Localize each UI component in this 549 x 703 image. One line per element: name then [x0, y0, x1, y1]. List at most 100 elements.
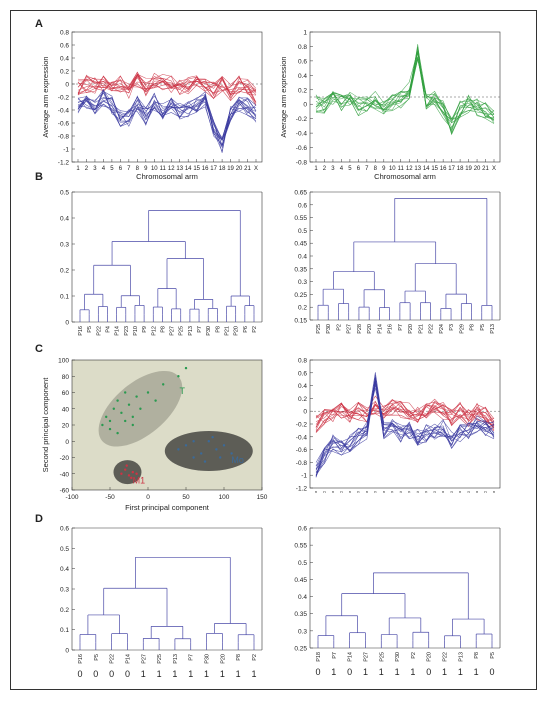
leaf-label: P27 — [170, 326, 176, 336]
y-tick-label: 80 — [62, 374, 70, 381]
y-tick-label: 0 — [65, 82, 69, 89]
leaf-label: P20 — [408, 324, 414, 334]
x-tick-label: 16 — [440, 166, 447, 172]
leaf-label: P22 — [96, 326, 102, 336]
series-line — [315, 382, 495, 476]
series-line — [315, 374, 495, 470]
series-line — [315, 46, 495, 122]
scatter-point — [211, 435, 214, 439]
scatter-point — [139, 407, 142, 410]
series-line — [315, 53, 495, 133]
y-tick-label: 0.6 — [60, 526, 69, 533]
class-label: 1 — [188, 669, 193, 679]
x-tick-label: X — [492, 166, 496, 172]
scatter-point — [116, 399, 119, 402]
scatter-point — [131, 415, 134, 419]
x-tick-label: 2 — [323, 166, 327, 172]
leaf-label: P9 — [142, 326, 148, 333]
scatter-point — [219, 456, 222, 459]
x-tick-label: 20 — [474, 166, 481, 172]
x-tick-label: 19 — [465, 166, 472, 172]
scatter-point — [124, 468, 127, 471]
y-tick-label: 0.2 — [298, 396, 307, 403]
y-tick-label: -0.2 — [58, 95, 70, 102]
scatter-point — [135, 395, 138, 398]
panel-label-A: A — [35, 18, 43, 30]
class-label: 0 — [347, 667, 352, 677]
leaf-label: P21 — [225, 326, 231, 336]
x-tick-label: 8 — [374, 166, 378, 172]
x-tick-label: -100 — [65, 494, 78, 501]
y-tick-label: 0 — [303, 409, 307, 416]
x-tick-label: 12 — [168, 166, 175, 172]
scatter-point — [127, 474, 131, 477]
x-tick-label: 100 — [219, 494, 230, 501]
y-tick-label: -0.8 — [296, 460, 308, 467]
leaf-label: P14 — [125, 654, 131, 664]
x-tick: n — [315, 489, 317, 494]
y-tick-label: 0.2 — [60, 69, 69, 76]
series-line — [315, 379, 495, 478]
x-tick: n — [349, 489, 351, 494]
series-line — [77, 95, 257, 140]
scatter-point — [192, 456, 195, 459]
x-tick-label: 18 — [219, 166, 226, 172]
x-tick-label: 1 — [314, 166, 318, 172]
series-line — [315, 59, 495, 124]
chart-A-left: 0.8 0.6 0.4 0.2 0 -0.2 -0.4 -0.6 -0.8 -1 -1.2 Avera… — [41, 30, 263, 181]
x-tick-label: 6 — [357, 166, 361, 172]
series-line — [77, 71, 257, 93]
scatter-point — [108, 419, 112, 423]
y-tick-label: 40 — [62, 406, 70, 413]
leaf-label: P5 — [480, 324, 486, 331]
class-label: 1 — [363, 667, 368, 677]
series-line — [315, 44, 495, 124]
leaf-label: P27 — [363, 652, 369, 662]
series-line — [315, 400, 495, 425]
y-tick-label: 20 — [62, 423, 70, 430]
x-tick-label: 17 — [210, 166, 217, 172]
x-tick-label: 14 — [423, 166, 430, 172]
x-tick: n — [400, 489, 402, 494]
x-tick: n — [442, 489, 444, 494]
y-tick-label: 0 — [65, 320, 69, 327]
leaf-label: P30 — [326, 324, 332, 334]
x-tick-label: 2 — [85, 166, 89, 172]
leaf-label: P2 — [252, 654, 258, 661]
scatter-point — [146, 391, 150, 394]
y-tick-label: 0.55 — [294, 543, 307, 550]
scatter-point — [127, 403, 131, 406]
x-tick-label: 150 — [257, 494, 268, 501]
series-line — [315, 403, 495, 429]
series-line — [77, 95, 257, 153]
class-label: 0 — [315, 667, 320, 677]
scatter-point — [230, 452, 233, 455]
y-tick-label: 0.4 — [298, 254, 307, 261]
scatter-point — [130, 476, 133, 480]
series-line — [315, 377, 495, 467]
class-label: 1 — [204, 669, 209, 679]
y-tick-label: -0.4 — [296, 434, 308, 441]
x-tick-label: 1 — [76, 166, 80, 172]
series-line — [77, 71, 257, 97]
y-axis-label: Second principal component — [41, 377, 50, 473]
series-line — [315, 50, 495, 120]
y-tick-label: 0.6 — [298, 370, 307, 377]
x-tick-label: X — [254, 166, 258, 172]
scatter-point — [200, 452, 203, 455]
panel-label-C: C — [35, 343, 43, 355]
class-label: 1 — [442, 667, 447, 677]
x-tick: n — [357, 489, 359, 494]
series-line — [77, 76, 257, 103]
series-line — [315, 52, 495, 124]
x-axis-label: First principal component — [125, 503, 210, 512]
series-line — [315, 401, 495, 428]
class-label: 1 — [410, 667, 415, 677]
x-tick-label: 18 — [457, 166, 464, 172]
y-tick-label: -0.6 — [296, 145, 308, 152]
y-tick-label: 0.15 — [294, 318, 307, 325]
y-tick-label: 0.5 — [60, 190, 69, 197]
series-line — [315, 57, 495, 136]
leaf-label: P13 — [490, 324, 496, 334]
